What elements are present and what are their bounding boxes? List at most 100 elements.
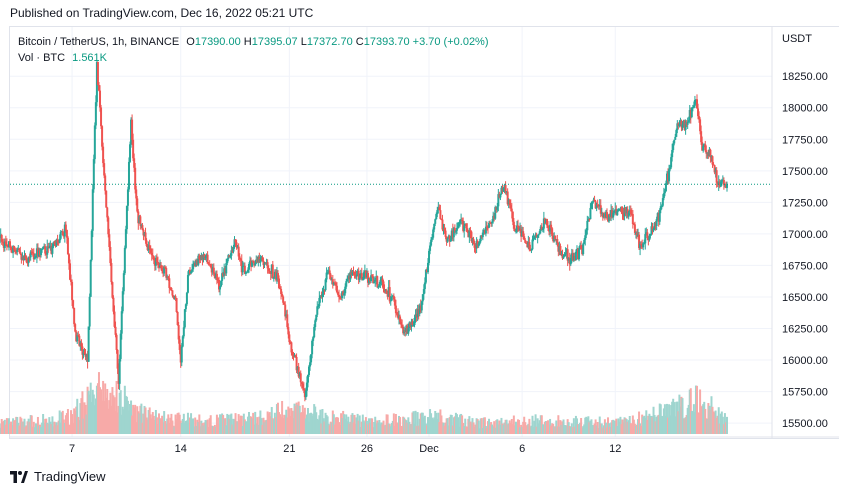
volume-bar — [419, 413, 422, 434]
volume-bar — [668, 404, 671, 434]
candle-body — [174, 296, 177, 299]
volume-bar — [628, 416, 631, 434]
candle-body — [173, 296, 176, 298]
volume-bar — [190, 413, 193, 434]
candle-body — [604, 212, 607, 218]
volume-bar — [16, 416, 19, 434]
volume-bar — [497, 424, 500, 434]
volume-bar — [349, 421, 352, 434]
candle-body — [106, 207, 109, 218]
candle-body — [172, 295, 175, 298]
candle-body — [389, 300, 392, 302]
volume-bar — [421, 412, 424, 434]
candle-body — [611, 210, 614, 218]
volume-bar — [492, 426, 495, 434]
candle-body — [166, 276, 169, 278]
candle-body — [293, 355, 296, 357]
volume-bar — [13, 420, 16, 434]
candle-body — [191, 269, 194, 272]
tradingview-footer[interactable]: TradingView — [10, 469, 106, 484]
volume-bar — [517, 419, 519, 434]
volume-bar — [1, 421, 4, 434]
candle-body — [320, 295, 323, 297]
candle-body — [321, 293, 324, 297]
candle-body — [580, 245, 583, 250]
candle-body — [489, 222, 492, 224]
candle-body — [500, 187, 503, 195]
volume-bar — [341, 417, 344, 434]
volume-bar — [405, 420, 408, 434]
volume-bar — [361, 414, 364, 434]
candle-body — [473, 244, 476, 248]
candle-body — [351, 271, 354, 276]
volume-bar — [560, 424, 563, 434]
volume-bar — [449, 414, 452, 434]
volume-bar — [615, 418, 618, 434]
volume-bar — [240, 415, 243, 434]
candle-body — [291, 352, 294, 355]
volume-bar — [551, 423, 554, 434]
volume-bar — [446, 418, 449, 434]
candle-body — [314, 320, 317, 328]
volume-bar — [37, 425, 40, 434]
candle-body — [109, 247, 112, 264]
candle-body — [344, 286, 347, 294]
volume-bar — [208, 418, 211, 434]
volume-bar — [351, 413, 354, 434]
volume-bar — [76, 398, 79, 434]
candle-body — [698, 116, 701, 120]
volume-bar — [7, 418, 10, 434]
candle-body — [138, 216, 141, 224]
volume-bar — [543, 421, 546, 434]
candle-body — [436, 210, 439, 215]
volume-bar — [655, 416, 658, 434]
volume-bar — [618, 421, 621, 434]
volume-bar — [376, 420, 379, 434]
candle-body — [675, 130, 678, 137]
candle-body — [685, 122, 688, 125]
tradingview-logo-icon — [10, 470, 28, 483]
candle-body — [642, 243, 645, 248]
candle-body — [77, 335, 80, 337]
volume-bar — [175, 419, 178, 434]
candle-body — [360, 273, 363, 280]
volume-bar — [450, 415, 453, 434]
volume-bar — [191, 419, 194, 434]
volume-bar — [82, 418, 85, 434]
candle-body — [625, 209, 628, 214]
candle-body — [25, 258, 28, 263]
candle-body — [649, 233, 652, 236]
candle-body — [518, 227, 521, 230]
volume-bar — [533, 420, 536, 434]
candle-body — [312, 337, 315, 341]
candle-body — [532, 237, 535, 240]
candle-body — [325, 272, 328, 280]
candle-body — [82, 352, 85, 355]
candle-body — [386, 293, 389, 297]
candle-body — [42, 246, 45, 249]
volume-bar — [132, 404, 135, 434]
symbol-name[interactable]: Bitcoin / TetherUS, 1h, BINANCE — [18, 36, 180, 48]
candle-body — [266, 262, 269, 269]
volume-label[interactable]: Vol · BTC — [18, 52, 66, 64]
volume-bar — [535, 426, 538, 434]
volume-bar — [654, 421, 657, 434]
candle-body — [607, 216, 610, 222]
candle-body — [236, 246, 239, 248]
volume-bar — [416, 412, 419, 434]
candle-body — [36, 248, 39, 257]
candle-body — [491, 221, 494, 224]
candle-body — [0, 235, 3, 242]
candle-body — [486, 227, 489, 229]
volume-bar — [478, 428, 481, 434]
low-label: L — [300, 36, 307, 48]
volume-bar — [228, 418, 231, 434]
volume-bar — [518, 419, 521, 434]
candle-body — [100, 107, 103, 127]
candle-body — [19, 251, 22, 254]
candle-body — [602, 214, 605, 218]
volume-bar — [437, 412, 440, 434]
volume-bar — [525, 426, 528, 434]
candle-body — [443, 228, 446, 231]
